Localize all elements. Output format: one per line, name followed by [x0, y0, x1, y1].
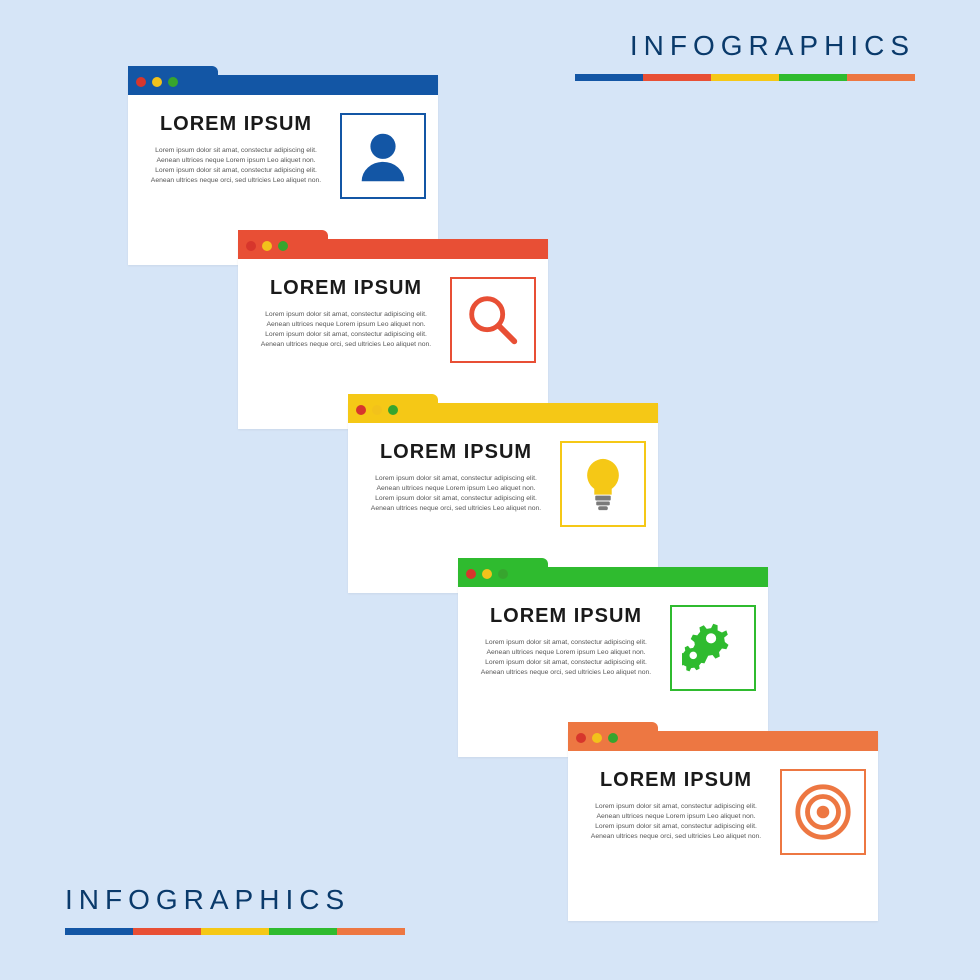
traffic-dot-green — [278, 241, 288, 251]
footer-block: INFOGRAPHICS — [65, 884, 405, 935]
card-title: LOREM IPSUM — [366, 441, 546, 464]
header-block: INFOGRAPHICS — [575, 30, 915, 81]
card-description: Lorem ipsum dolor sit amat, constectur a… — [366, 474, 546, 513]
card-title: LOREM IPSUM — [256, 277, 436, 300]
color-bar-segment — [711, 74, 779, 81]
color-bar-segment — [201, 928, 269, 935]
card-description: Lorem ipsum dolor sit amat, constectur a… — [146, 146, 326, 185]
card-description: Lorem ipsum dolor sit amat, constectur a… — [256, 310, 436, 349]
traffic-dot-red — [136, 77, 146, 87]
footer-title: INFOGRAPHICS — [65, 884, 405, 916]
traffic-dot-red — [246, 241, 256, 251]
gears-icon — [670, 605, 756, 691]
card-body: LOREM IPSUM Lorem ipsum dolor sit amat, c… — [568, 751, 878, 865]
card-header — [238, 239, 548, 259]
person-icon — [340, 113, 426, 199]
color-bar-segment — [65, 928, 133, 935]
card-description: Lorem ipsum dolor sit amat, constectur a… — [476, 638, 656, 677]
magnifier-icon — [450, 277, 536, 363]
color-bar-segment — [575, 74, 643, 81]
traffic-dot-yellow — [152, 77, 162, 87]
traffic-dot-green — [168, 77, 178, 87]
header-color-bar — [575, 74, 915, 81]
card-header — [568, 731, 878, 751]
traffic-dot-red — [576, 733, 586, 743]
card-body: LOREM IPSUM Lorem ipsum dolor sit amat, c… — [238, 259, 548, 373]
traffic-dot-red — [466, 569, 476, 579]
card-text-column: LOREM IPSUM Lorem ipsum dolor sit amat, c… — [366, 441, 546, 527]
browser-card: LOREM IPSUM Lorem ipsum dolor sit amat, c… — [568, 731, 878, 921]
card-text-column: LOREM IPSUM Lorem ipsum dolor sit amat, c… — [146, 113, 326, 199]
traffic-dot-yellow — [262, 241, 272, 251]
color-bar-segment — [337, 928, 405, 935]
header-title: INFOGRAPHICS — [575, 30, 915, 62]
card-header — [458, 567, 768, 587]
traffic-dot-yellow — [372, 405, 382, 415]
card-header — [348, 403, 658, 423]
footer-color-bar — [65, 928, 405, 935]
traffic-dot-green — [388, 405, 398, 415]
card-title: LOREM IPSUM — [476, 605, 656, 628]
card-body: LOREM IPSUM Lorem ipsum dolor sit amat, c… — [458, 587, 768, 701]
card-header — [128, 75, 438, 95]
card-body: LOREM IPSUM Lorem ipsum dolor sit amat, c… — [348, 423, 658, 537]
card-text-column: LOREM IPSUM Lorem ipsum dolor sit amat, c… — [476, 605, 656, 691]
card-text-column: LOREM IPSUM Lorem ipsum dolor sit amat, c… — [256, 277, 436, 363]
card-description: Lorem ipsum dolor sit amat, constectur a… — [586, 802, 766, 841]
color-bar-segment — [779, 74, 847, 81]
color-bar-segment — [643, 74, 711, 81]
card-body: LOREM IPSUM Lorem ipsum dolor sit amat, c… — [128, 95, 438, 209]
traffic-dot-green — [608, 733, 618, 743]
bulb-icon — [560, 441, 646, 527]
traffic-dot-green — [498, 569, 508, 579]
target-icon — [780, 769, 866, 855]
color-bar-segment — [133, 928, 201, 935]
color-bar-segment — [847, 74, 915, 81]
traffic-dot-yellow — [482, 569, 492, 579]
card-title: LOREM IPSUM — [586, 769, 766, 792]
traffic-dot-red — [356, 405, 366, 415]
card-text-column: LOREM IPSUM Lorem ipsum dolor sit amat, c… — [586, 769, 766, 855]
color-bar-segment — [269, 928, 337, 935]
traffic-dot-yellow — [592, 733, 602, 743]
card-title: LOREM IPSUM — [146, 113, 326, 136]
